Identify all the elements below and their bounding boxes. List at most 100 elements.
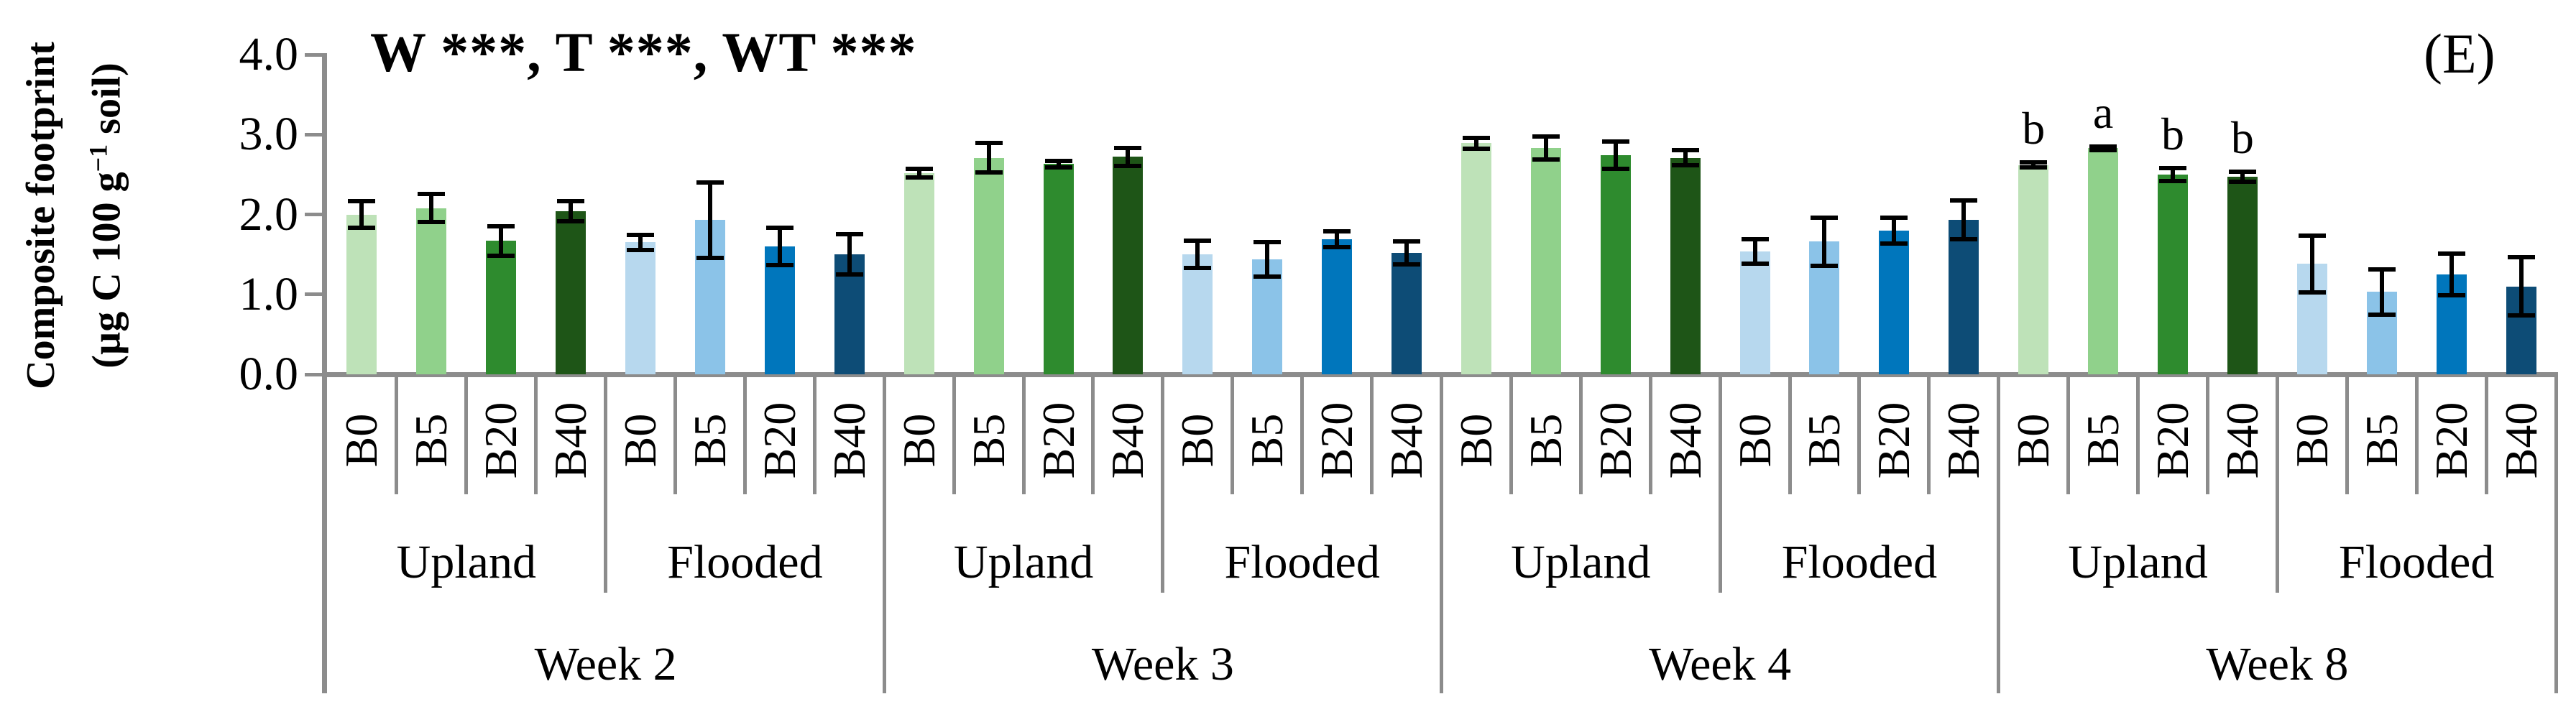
category-label: B20 xyxy=(1589,402,1641,479)
category-divider xyxy=(1648,374,1652,494)
error-bar-cap-top xyxy=(1601,139,1629,144)
category-label: B0 xyxy=(2286,413,2337,468)
y-tick-label: 1.0 xyxy=(239,267,299,320)
error-bar-stem xyxy=(2031,159,2036,170)
error-bar-stem xyxy=(1265,240,1270,279)
error-bar-stem xyxy=(1195,238,1200,271)
category-label: B0 xyxy=(893,413,944,468)
error-bar-cap-bottom xyxy=(487,253,515,258)
category-label: B20 xyxy=(1311,402,1363,479)
error-bar-cap-top xyxy=(1950,198,1978,203)
category-label: B5 xyxy=(405,413,457,468)
category-label: B0 xyxy=(1729,413,1780,468)
category-label: B0 xyxy=(1172,413,1223,468)
error-bar-cap-top xyxy=(2437,251,2465,256)
error-bar-cap-top xyxy=(1184,238,1212,243)
error-bar-stem xyxy=(1892,215,1897,246)
category-label: B40 xyxy=(823,402,875,479)
error-bar-cap-bottom xyxy=(1811,264,1839,269)
error-bar-cap-top xyxy=(1323,228,1351,233)
category-divider xyxy=(812,374,816,494)
error-bar-cap-top xyxy=(487,223,515,228)
y-tick-label: 0.0 xyxy=(239,348,299,400)
error-bar-cap-bottom xyxy=(1601,167,1629,172)
error-bar-cap-top xyxy=(1462,136,1490,141)
treatment-divider xyxy=(2275,374,2279,593)
error-bar-cap-top xyxy=(696,180,724,185)
error-bar-cap-bottom xyxy=(1532,157,1560,162)
category-label: B40 xyxy=(2495,402,2547,479)
y-axis-title-line2: (µg C 100 g−1 soil) xyxy=(83,63,129,369)
error-bar-cap-bottom xyxy=(835,272,863,277)
error-bar-stem xyxy=(638,233,643,252)
error-bar-stem xyxy=(1822,215,1827,269)
bar xyxy=(1460,143,1491,374)
category-divider xyxy=(2414,374,2419,494)
bar xyxy=(486,241,517,374)
error-bar-cap-bottom xyxy=(905,175,933,180)
category-divider xyxy=(2345,374,2349,494)
error-bar-stem xyxy=(429,192,434,224)
error-bar-cap-top xyxy=(1741,236,1769,241)
category-divider xyxy=(742,374,747,494)
error-bar-cap-top xyxy=(2507,255,2535,260)
category-label: B0 xyxy=(1450,413,1501,468)
category-label: B5 xyxy=(1798,413,1850,468)
y-tick-label: 2.0 xyxy=(239,188,299,241)
error-bar-cap-bottom xyxy=(348,225,376,230)
week-divider xyxy=(1440,374,1443,693)
error-bar-stem xyxy=(1056,158,1061,170)
treatment-divider xyxy=(1161,374,1165,593)
category-label: B20 xyxy=(753,402,805,479)
category-divider xyxy=(1091,374,1095,494)
error-bar-stem xyxy=(2449,251,2454,298)
sig-letter: a xyxy=(2092,86,2114,138)
treatment-label: Upland xyxy=(396,536,536,588)
error-bar-stem xyxy=(1543,134,1548,162)
week-divider xyxy=(2554,374,2558,693)
category-divider xyxy=(1509,374,1513,494)
error-bar-cap-top xyxy=(765,226,794,231)
error-bar-cap-bottom xyxy=(1184,266,1212,271)
superscript-exponent: −1 xyxy=(83,144,113,172)
category-divider xyxy=(1857,374,1862,494)
bar xyxy=(1392,252,1422,374)
y-tick xyxy=(305,292,322,297)
category-divider xyxy=(2066,374,2071,494)
category-label: B40 xyxy=(545,402,597,479)
bar xyxy=(416,208,447,374)
error-bar-stem xyxy=(1126,145,1131,168)
sig-letter: b xyxy=(2230,112,2254,164)
error-bar-stem xyxy=(1961,198,1966,242)
category-label: B40 xyxy=(1381,402,1432,479)
error-bar-cap-top xyxy=(2228,170,2256,175)
category-label: B20 xyxy=(1032,402,1084,479)
error-bar-stem xyxy=(2309,233,2314,295)
error-bar-cap-top xyxy=(2020,159,2048,165)
error-bar-stem xyxy=(2240,170,2245,185)
y-tick xyxy=(305,372,322,376)
treatment-label: Flooded xyxy=(2339,536,2495,588)
category-divider xyxy=(1021,374,1026,494)
bar xyxy=(1182,254,1213,374)
error-bar-stem xyxy=(777,226,782,267)
sig-letter: b xyxy=(2022,102,2046,154)
y-tick xyxy=(305,132,322,137)
error-bar-cap-bottom xyxy=(1741,261,1769,266)
error-bar-cap-top xyxy=(2298,233,2326,239)
error-bar-cap-top xyxy=(2089,144,2117,149)
significance-annotation: W ***, T ***, WT *** xyxy=(370,21,917,83)
y-tick-label: 3.0 xyxy=(239,108,299,161)
error-bar-cap-top xyxy=(975,141,1003,146)
category-divider xyxy=(673,374,678,494)
bar xyxy=(1322,239,1353,374)
error-bar-cap-bottom xyxy=(627,247,655,252)
error-bar-stem xyxy=(1613,139,1618,172)
week-label: Week 4 xyxy=(1649,638,1792,690)
category-label: B5 xyxy=(684,413,735,468)
bar xyxy=(1530,148,1561,374)
category-label: B40 xyxy=(2216,402,2268,479)
error-bar-stem xyxy=(707,180,712,260)
error-bar-cap-bottom xyxy=(1323,245,1351,250)
